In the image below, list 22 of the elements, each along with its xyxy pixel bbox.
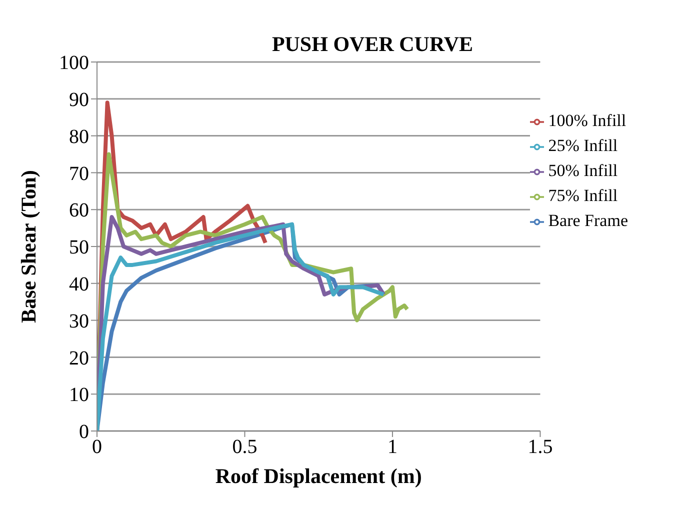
legend-label: Bare Frame [548, 211, 628, 230]
y-tick-label: 50 [69, 236, 89, 259]
y-tick-label: 80 [69, 126, 89, 148]
x-tick-label: 0.5 [232, 436, 258, 458]
y-tick-label: 100 [59, 52, 89, 74]
y-tick-label: 90 [69, 89, 89, 111]
y-tick-label: 0 [79, 421, 89, 444]
y-tick-label: 70 [69, 162, 89, 185]
x-axis-title: Roof Displacement (m) [215, 464, 422, 488]
y-tick-label: 20 [69, 347, 89, 370]
legend-label: 50% Infill [548, 161, 618, 180]
legend-label: 100% Infill [548, 111, 626, 130]
y-tick-label: 60 [69, 200, 89, 222]
y-tick-label: 10 [69, 384, 89, 406]
y-tick-label: 40 [69, 274, 89, 296]
legend-label: 75% Infill [548, 186, 618, 205]
legend-label: 25% Infill [548, 136, 618, 155]
x-tick-label: 1 [387, 436, 398, 458]
chart-title: PUSH OVER CURVE [270, 32, 474, 57]
x-tick-label: 1.5 [528, 436, 553, 458]
y-axis-title: Base Shear (Ton) [16, 170, 40, 323]
y-tick-label: 30 [69, 310, 89, 332]
